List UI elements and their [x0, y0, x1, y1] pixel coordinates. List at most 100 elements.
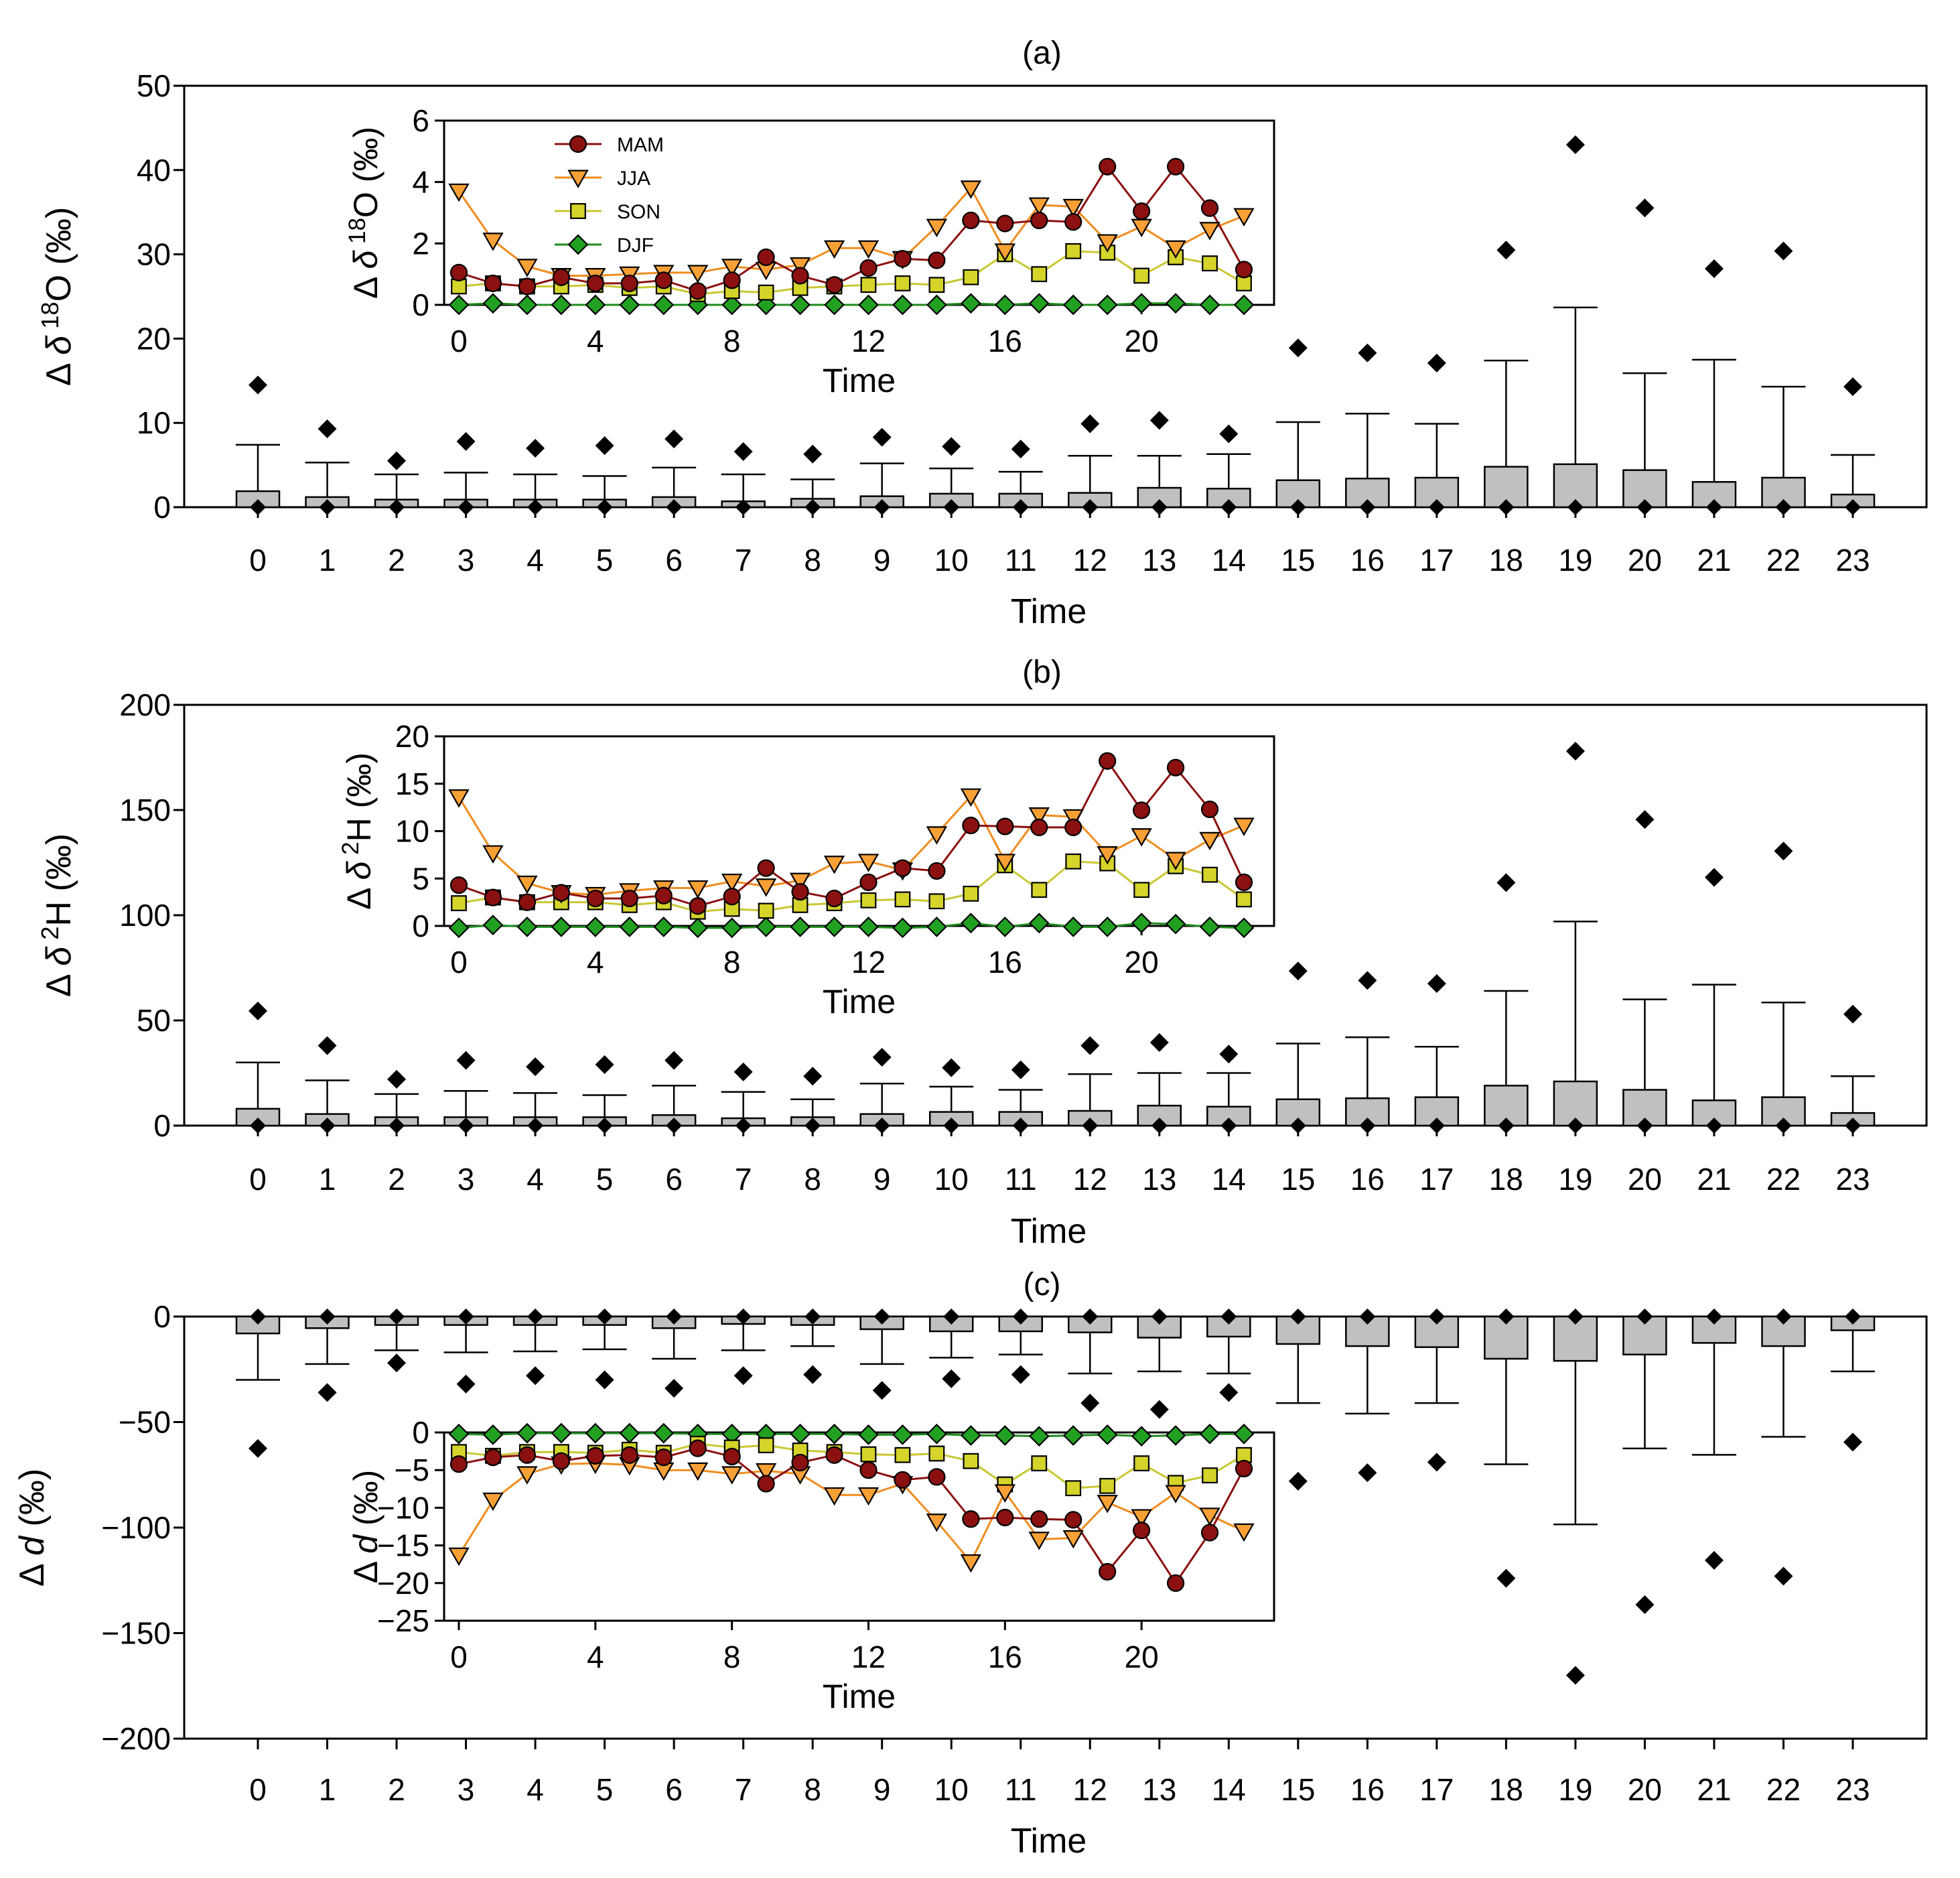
outlier-point: [389, 1118, 405, 1134]
outlier-point: [1288, 1471, 1308, 1491]
y-tick-label: 0: [153, 1299, 171, 1334]
outlier-point: [1012, 1309, 1029, 1325]
data-point-jja: [482, 1492, 504, 1512]
inset-y-tick-label: 2: [412, 226, 429, 261]
data-point-jja: [994, 243, 1016, 262]
data-point-son: [1031, 1455, 1048, 1471]
inset-x-tick-label: 12: [851, 324, 886, 358]
outlier-point: [803, 444, 823, 464]
outlier-point: [1219, 1045, 1239, 1064]
legend-label-djf: DJF: [617, 234, 654, 257]
x-tick-label: 19: [1558, 1162, 1592, 1197]
data-point-mam: [962, 211, 980, 230]
outlier-point: [1428, 1309, 1445, 1325]
data-point-djf: [824, 1423, 845, 1445]
data-point-mam: [1166, 758, 1185, 777]
outlier-point: [735, 499, 752, 515]
data-point-jja: [721, 874, 743, 892]
outlier-point: [458, 499, 474, 515]
outlier-point: [1843, 1004, 1862, 1024]
x-tick-label: 17: [1419, 1772, 1454, 1807]
x-tick-label: 6: [665, 543, 683, 578]
inset-x-tick-label: 0: [450, 1639, 468, 1674]
x-tick-label: 16: [1350, 1772, 1385, 1807]
data-point-djf: [619, 917, 640, 937]
outlier-point: [526, 1057, 545, 1077]
outlier-point: [1636, 499, 1653, 515]
data-point-son: [860, 892, 877, 909]
y-tick-label: 100: [119, 898, 171, 933]
y-tick-label: 40: [137, 153, 171, 188]
inset-y-tick-label: −10: [377, 1490, 429, 1525]
data-point-mam: [1166, 1574, 1185, 1592]
data-point-djf: [482, 1424, 504, 1445]
x-tick-label: 3: [458, 1772, 475, 1807]
data-point-jja: [1062, 809, 1084, 828]
x-tick-label: 5: [596, 1162, 614, 1197]
outlier-point: [733, 1366, 753, 1386]
inset-x-axis-label: Time: [823, 983, 896, 1020]
data-point-jja: [1233, 1523, 1255, 1542]
data-point-mam: [996, 1508, 1014, 1527]
x-tick-label: 14: [1212, 1772, 1246, 1807]
data-point-djf: [687, 917, 709, 939]
data-point-djf: [551, 917, 572, 937]
data-point-djf: [1131, 1426, 1152, 1447]
data-point-jja: [448, 1547, 470, 1566]
x-tick-label: 21: [1697, 543, 1731, 578]
outlier-point: [1219, 1383, 1239, 1402]
data-point-djf: [653, 294, 675, 316]
outlier-point: [1705, 1118, 1722, 1134]
data-point-djf: [926, 1423, 947, 1445]
outlier-point: [1774, 1566, 1793, 1586]
outlier-point: [942, 1369, 961, 1388]
outlier-point: [733, 442, 753, 461]
outlier-point: [1567, 1118, 1584, 1134]
legend-label-mam: MAM: [617, 134, 664, 156]
outlier-point: [526, 438, 545, 458]
outlier-point: [1496, 1568, 1516, 1588]
inset-x-axis-label: Time: [823, 1678, 896, 1715]
outlier-point: [526, 1366, 545, 1386]
outlier-point: [1151, 1118, 1168, 1134]
inset-x-tick-label: 8: [723, 1639, 741, 1674]
inset-y-tick-label: −15: [377, 1528, 429, 1563]
outlier-point: [249, 375, 267, 395]
x-tick-label: 14: [1212, 543, 1246, 578]
outlier-point: [389, 1309, 405, 1325]
data-point-djf: [585, 1422, 606, 1444]
x-tick-label: 1: [319, 1162, 336, 1197]
data-point-djf: [960, 913, 981, 934]
data-point-son: [894, 275, 911, 291]
data-point-djf: [1028, 1426, 1050, 1447]
outlier-point: [1427, 974, 1446, 994]
legend-label-jja: JJA: [617, 167, 650, 190]
data-point-mam: [859, 873, 878, 892]
data-point-son: [1133, 267, 1150, 284]
data-point-mam: [586, 274, 604, 293]
data-point-mam: [859, 259, 878, 277]
inset-y-axis-label: Δ δ 18O (‰): [344, 127, 384, 299]
outlier-point: [1358, 1463, 1377, 1483]
data-point-son: [1202, 866, 1218, 883]
data-point-jja: [857, 854, 880, 872]
data-point-djf: [653, 917, 675, 937]
data-point-jja: [516, 1466, 538, 1485]
data-point-mam: [654, 1448, 673, 1467]
data-point-mam: [552, 268, 570, 286]
x-tick-label: 16: [1350, 1162, 1385, 1197]
inset-y-tick-label: 5: [412, 861, 429, 896]
outlier-point: [319, 1118, 336, 1134]
outlier-point: [1774, 842, 1793, 861]
outlier-point: [250, 1309, 266, 1325]
data-point-djf: [1097, 917, 1118, 937]
outlier-point: [873, 1309, 890, 1325]
outlier-point: [1845, 1118, 1861, 1134]
y-tick-label: −200: [101, 1721, 171, 1756]
x-tick-label: 23: [1835, 1162, 1870, 1197]
data-point-mam: [791, 1453, 809, 1472]
data-point-son: [1236, 891, 1252, 908]
outlier-point: [804, 1309, 821, 1325]
inset-y-tick-label: 6: [412, 103, 429, 138]
data-point-djf: [926, 294, 947, 316]
